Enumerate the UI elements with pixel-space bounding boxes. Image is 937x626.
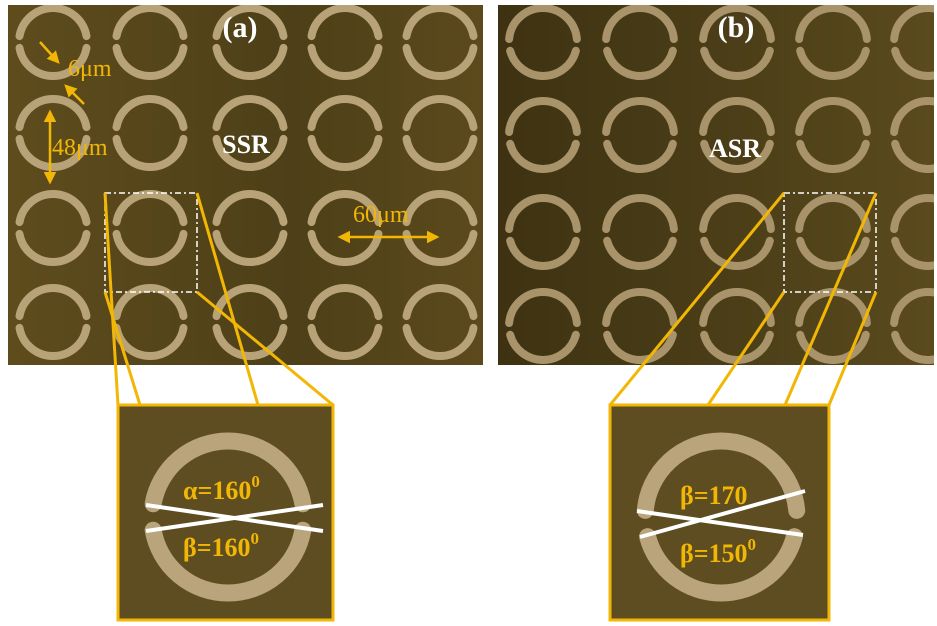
angle-label: α=1600 — [183, 472, 260, 505]
sample-label: SSR — [222, 130, 270, 159]
angle-sup: 0 — [251, 529, 260, 548]
angle-sup: 0 — [748, 535, 757, 554]
angle-label: β=170 — [680, 481, 748, 510]
angle-text: β=160 — [183, 533, 251, 562]
panel-label: (a) — [223, 11, 258, 44]
angle-text: β=150 — [680, 539, 748, 568]
panel-label: (b) — [718, 11, 755, 44]
figure: (a) (b) SSR ASR 6μm 48μm 60μm α=1600 β=1… — [0, 0, 937, 626]
angle-label: β=1500 — [680, 535, 756, 568]
sample-label: ASR — [709, 134, 761, 163]
scale-label: 6μm — [68, 56, 112, 82]
angle-label: β=1600 — [183, 529, 259, 562]
angle-sup: 0 — [251, 472, 260, 491]
scale-label: 48μm — [52, 135, 108, 161]
scale-label: 60μm — [353, 202, 409, 228]
angle-text: α=160 — [183, 476, 251, 505]
